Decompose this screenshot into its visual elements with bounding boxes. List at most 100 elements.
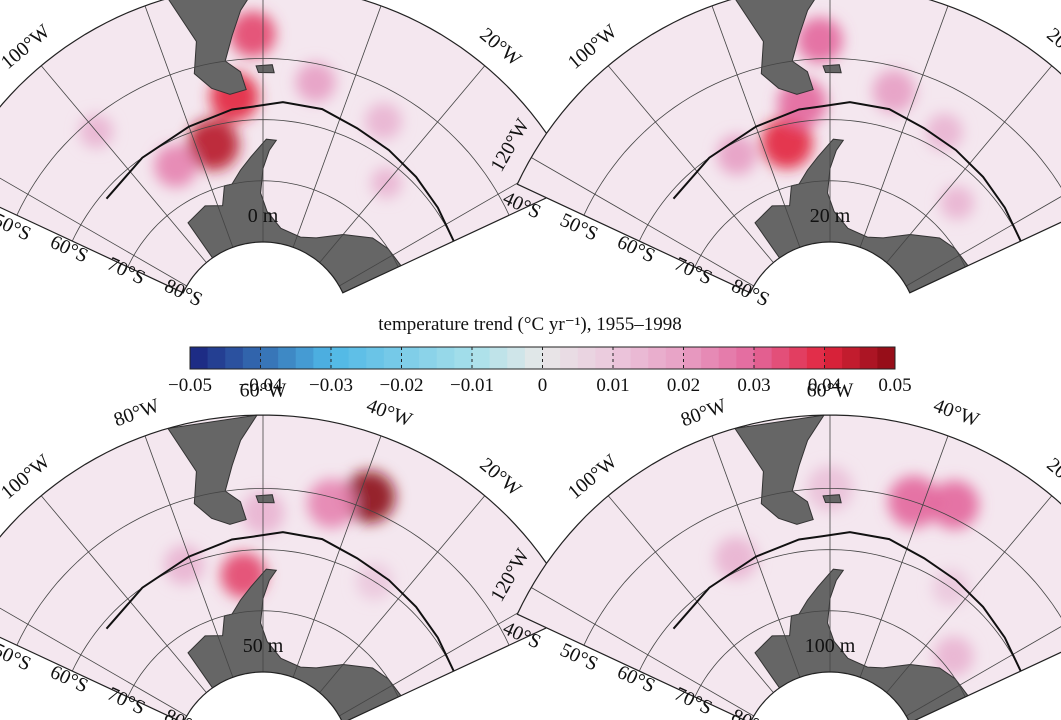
colorbar-cell	[401, 347, 420, 369]
colorbar-tick-label: 0.04	[808, 375, 842, 396]
colorbar-cell	[383, 347, 402, 369]
colorbar-cell	[242, 347, 261, 369]
depth-label: 50 m	[243, 635, 284, 657]
colorbar-cell	[736, 347, 755, 369]
colorbar-cell	[366, 347, 385, 369]
trend-hotspot	[925, 113, 963, 151]
colorbar-cell	[190, 347, 209, 369]
map-panel-50m: 120°W100°W80°W60°W40°W20°W0°40°S50°S60°S…	[0, 380, 597, 720]
lon-label: 40°W	[364, 395, 416, 432]
map-frame	[516, 0, 1061, 294]
map-panel-100m: 120°W100°W80°W60°W40°W20°W0°40°S50°S60°S…	[486, 380, 1061, 720]
colorbar-cell	[278, 347, 297, 369]
colorbar-cell	[665, 347, 684, 369]
south-america-land	[167, 0, 259, 95]
trend-hotspot	[760, 116, 813, 169]
colorbar-title: temperature trend (°C yr⁻¹), 1955–1998	[378, 314, 682, 335]
colorbar-cell	[683, 347, 702, 369]
falkland-islands-land	[255, 64, 275, 74]
colorbar-cell	[877, 347, 896, 369]
lon-label: 40°W	[364, 0, 416, 1]
map-frame	[0, 414, 577, 720]
colorbar-cell	[454, 347, 473, 369]
front-line	[105, 531, 455, 672]
colorbar: temperature trend (°C yr⁻¹), 1955–1998 −…	[168, 314, 912, 396]
colorbar-cell	[630, 347, 649, 369]
colorbar-cell	[207, 347, 226, 369]
colorbar-tick-label: 0.01	[596, 375, 629, 396]
depth-label: 100 m	[805, 635, 856, 657]
trend-hotspot	[940, 185, 975, 220]
colorbar-cell	[806, 347, 825, 369]
colorbar-cell	[331, 347, 350, 369]
lon-label: 60°W	[240, 380, 287, 402]
falkland-islands-land	[822, 64, 842, 74]
south-america-land	[734, 415, 826, 525]
colorbar-cell	[577, 347, 596, 369]
colorbar-tick-label: −0.04	[239, 375, 283, 396]
colorbar-cell	[718, 347, 737, 369]
colorbar-cell	[348, 347, 367, 369]
lon-label: 80°W	[111, 395, 163, 432]
lon-label: 60°W	[807, 380, 854, 402]
trend-hotspot	[154, 144, 198, 188]
lon-label: 40°W	[931, 395, 983, 432]
depth-label: 0 m	[248, 205, 279, 227]
trend-hotspot	[307, 479, 357, 529]
colorbar-tick-label: −0.05	[168, 375, 212, 396]
trend-hotspot	[714, 536, 758, 580]
colorbar-cell	[472, 347, 491, 369]
trend-hotspot	[933, 636, 974, 677]
lon-label: 80°W	[111, 0, 163, 1]
colorbar-cell	[313, 347, 332, 369]
trend-hotspot	[364, 102, 402, 140]
colorbar-cell	[648, 347, 667, 369]
lon-label: 80°W	[678, 0, 730, 1]
lat-label: 80°S	[161, 275, 206, 311]
colorbar-cell	[419, 347, 438, 369]
colorbar-cell	[824, 347, 843, 369]
colorbar-tick-label: 0.05	[878, 375, 911, 396]
colorbar-cell	[754, 347, 773, 369]
colorbar-ticks: −0.05 −0.04 −0.03 −0.02 −0.01 0 0.01 0.02 0.03 0.…	[168, 347, 912, 396]
falkland-islands-land	[822, 494, 842, 504]
colorbar-tick-label: 0	[538, 375, 548, 396]
lon-label: 80°W	[678, 395, 730, 432]
front-line	[105, 101, 455, 242]
colorbar-cell	[859, 347, 878, 369]
colorbar-cell	[701, 347, 720, 369]
colorbar-cell	[771, 347, 790, 369]
trend-hotspot	[229, 11, 276, 58]
colorbar-cell	[842, 347, 861, 369]
colorbar-cell	[595, 347, 614, 369]
colorbar-cell	[524, 347, 543, 369]
colorbar-tick-label: 0.03	[737, 375, 770, 396]
colorbar-cell	[507, 347, 526, 369]
colorbar-cell	[789, 347, 808, 369]
depth-label: 20 m	[810, 205, 851, 227]
trend-hotspot	[796, 17, 843, 64]
map-panel-20m: 120°W100°W80°W60°W40°W20°W0°40°S50°S60°S…	[486, 0, 1061, 311]
colorbar-tick-label: −0.02	[380, 375, 424, 396]
colorbar-tick-label: −0.03	[309, 375, 353, 396]
trend-hotspot	[929, 480, 979, 530]
trend-hotspot	[872, 69, 916, 113]
colorbar-cell	[613, 347, 632, 369]
colorbar-cell	[560, 347, 579, 369]
front-line	[672, 531, 1022, 672]
colorbar-cell	[436, 347, 455, 369]
south-america-land	[734, 0, 826, 95]
map-frame	[516, 414, 1061, 720]
colorbar-cell	[542, 347, 561, 369]
lat-label: 80°S	[728, 275, 773, 311]
falkland-islands-land	[255, 494, 275, 504]
trend-hotspot	[343, 470, 396, 523]
colorbar-tick-label: −0.01	[450, 375, 494, 396]
map-frame	[0, 0, 577, 294]
colorbar-cell	[225, 347, 244, 369]
trend-field	[716, 17, 975, 220]
colorbar-cells	[189, 346, 896, 370]
front-line	[672, 101, 1022, 242]
colorbar-cell	[489, 347, 508, 369]
